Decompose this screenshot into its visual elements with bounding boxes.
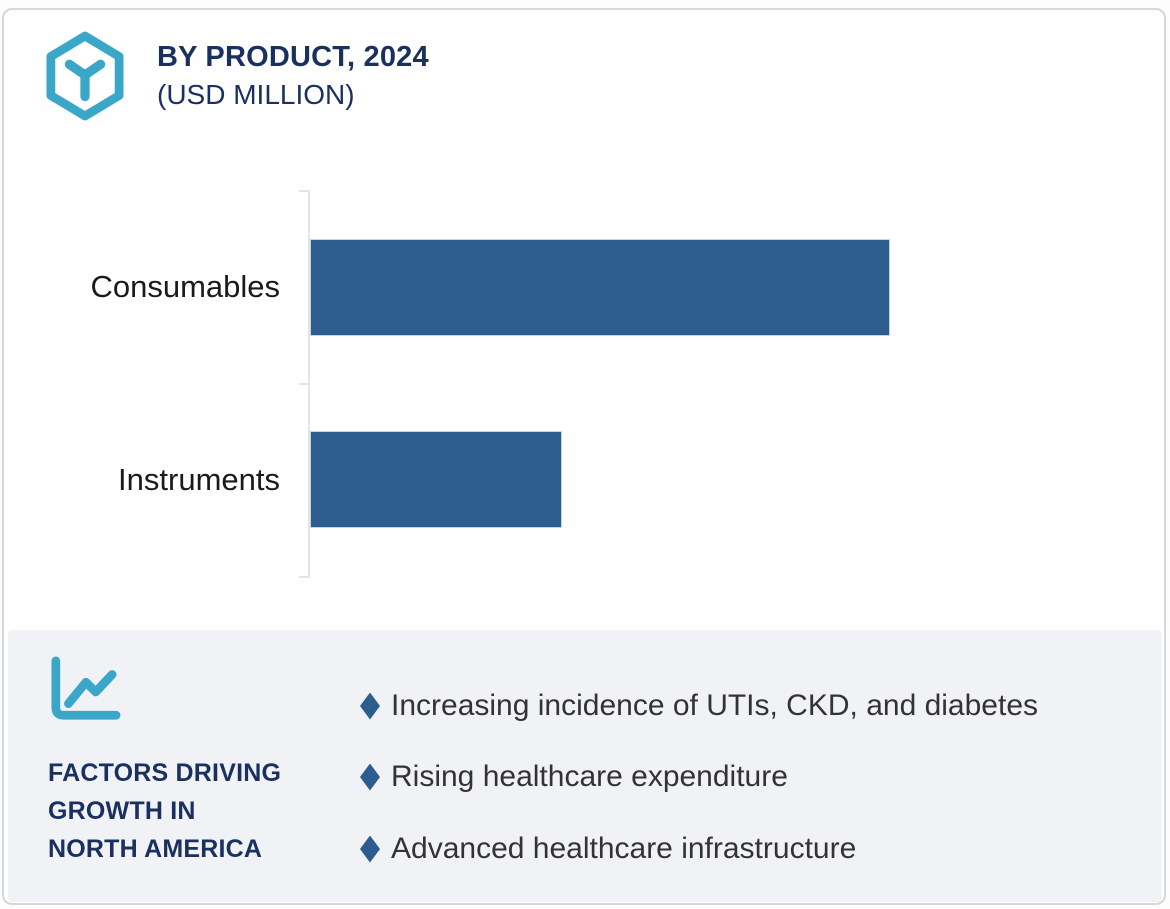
factor-text: Increasing incidence of UTIs, CKD, and d… [391,689,1039,722]
diamond-bullet-icon [360,692,380,720]
axis-tick [299,576,309,578]
factors-heading: FACTORS DRIVING GROWTH IN NORTH AMERICA [48,759,282,863]
hexagon-cube-icon [46,31,124,121]
factor-item: Increasing incidence of UTIs, CKD, and d… [360,685,1038,727]
factor-text: Advanced healthcare infrastructure [391,832,857,865]
category-label-consumables: Consumables [90,269,280,304]
axis-tick [299,383,309,385]
factor-item: Advanced healthcare infrastructure [360,828,856,870]
bar-consumables [311,240,889,335]
chart-title: BY PRODUCT, 2024 [157,41,429,73]
category-label-instruments: Instruments [118,462,280,497]
diamond-bullet-icon [360,835,380,863]
bar-track [311,240,889,335]
diamond-bullet-icon [360,763,380,791]
factors-panel [8,630,1162,902]
y-axis-line [308,190,310,578]
line-chart-icon [51,656,121,720]
chart-subtitle: (USD MILLION) [157,79,355,110]
chart-title-block: BY PRODUCT, 2024 (USD MILLION) [157,40,429,112]
factor-text: Rising healthcare expenditure [391,760,788,793]
factor-item: Rising healthcare expenditure [360,756,788,798]
axis-tick [299,190,309,192]
bar-track [311,432,889,527]
bar-instruments [311,432,561,527]
